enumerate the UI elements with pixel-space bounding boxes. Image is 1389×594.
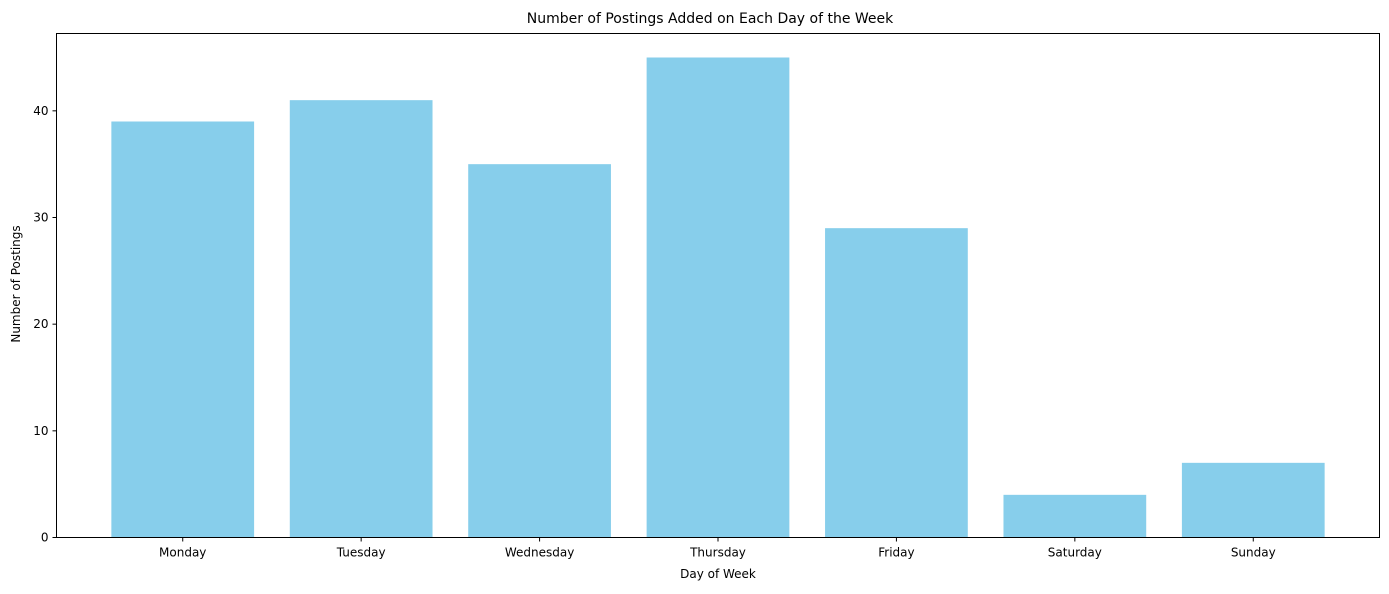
chart-title: Number of Postings Added on Each Day of … [527, 11, 894, 27]
y-tick-label: 10 [33, 424, 48, 438]
bar-sunday [1181, 462, 1325, 538]
bar-tuesday [289, 100, 433, 538]
bar-wednesday [468, 164, 611, 538]
x-axis-label: Day of Week [680, 567, 756, 581]
bar-thursday [646, 57, 790, 538]
x-tick-label: Wednesday [505, 546, 574, 560]
bar-monday [111, 121, 255, 538]
y-tick-label: 40 [33, 104, 48, 118]
y-tick-label: 30 [33, 211, 48, 225]
plot-frame [56, 33, 1380, 538]
y-tick-label: 0 [41, 531, 49, 545]
x-tick-label: Monday [159, 546, 206, 560]
x-tick-label: Saturday [1048, 546, 1102, 560]
bar-friday [825, 228, 968, 538]
x-tick-label: Friday [878, 546, 914, 560]
x-tick-label: Thursday [689, 546, 746, 560]
bar-saturday [1003, 494, 1147, 538]
y-tick-label: 20 [33, 317, 48, 331]
x-tick-label: Tuesday [336, 546, 386, 560]
x-axis-ticks: Monday Tuesday Wednesday Thursday Friday Satu… [159, 537, 1276, 560]
y-axis-label: Number of Postings [9, 225, 23, 342]
x-tick-label: Sunday [1231, 546, 1276, 560]
y-axis-ticks: 0 10 20 30 40 [33, 104, 57, 545]
bars-layer [111, 57, 1325, 538]
